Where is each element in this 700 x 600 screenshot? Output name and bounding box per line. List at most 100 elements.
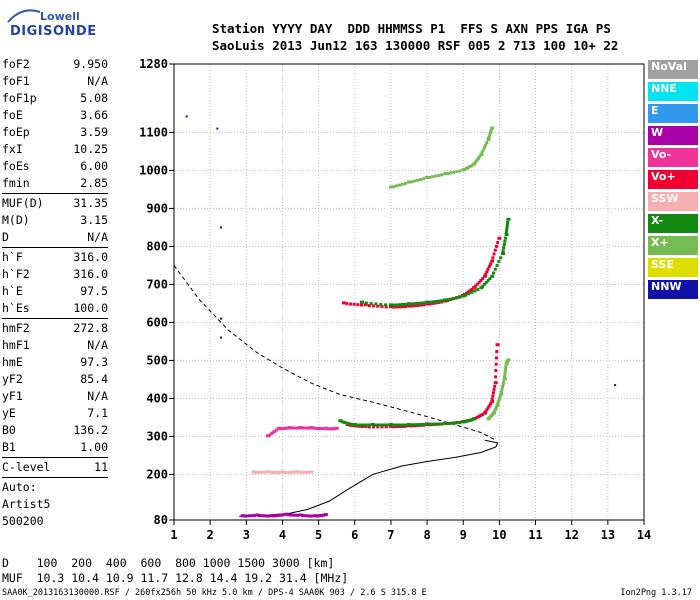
echo-point: [422, 303, 426, 307]
echo-point: [267, 514, 271, 518]
echo-point: [293, 513, 297, 517]
parameter-panel: foF2 9.950 foF1 N/A foF1p 5.08 foE 3.66 foEp 3.59…: [2, 56, 108, 530]
y-tick-label: 800: [146, 239, 168, 253]
density-profile-dashed: [173, 265, 497, 441]
echo-point: [466, 290, 470, 294]
echo-point: [379, 423, 383, 427]
echo-point: [449, 171, 453, 175]
echo-point: [394, 425, 398, 429]
param-row: yF1 N/A: [2, 388, 108, 405]
param-row: foF1 N/A: [2, 73, 108, 90]
echo-point: [437, 422, 441, 426]
echo-point: [407, 302, 411, 306]
echo-point: [274, 514, 278, 518]
echo-point: [318, 514, 322, 518]
echo-point: [437, 299, 441, 303]
echo-point: [502, 380, 506, 384]
param-value: 97.3: [80, 355, 108, 369]
echo-point: [320, 513, 324, 517]
param-key: h`F2: [2, 267, 30, 281]
echo-point: [347, 422, 351, 426]
y-tick-label: 1000: [139, 163, 168, 177]
echo-point: [296, 513, 300, 517]
echo-point: [309, 426, 314, 430]
echo-point: [356, 303, 360, 307]
echo-point: [494, 375, 498, 379]
echo-point: [397, 305, 401, 309]
param-key: yF1: [2, 389, 23, 403]
x-tick-label: 13: [601, 528, 615, 542]
echo-point: [285, 426, 289, 430]
param-key: hmE: [2, 355, 23, 369]
echo-point: [304, 470, 308, 474]
echo-point: [484, 410, 488, 414]
echo-point: [300, 514, 304, 518]
echo-point: [434, 174, 438, 178]
echo-point: [488, 130, 492, 134]
echo-point: [294, 426, 298, 430]
param-row: h`F2 316.0: [2, 266, 108, 283]
echo-point: [407, 423, 411, 426]
echo-point: [297, 470, 301, 474]
footer-distance-row: D 100 200 400 600 800 1000 1500 3000 [km…: [2, 556, 335, 570]
x-tick-label: 10: [492, 528, 506, 542]
legend-item-e: E: [648, 104, 698, 123]
echo-point: [305, 514, 309, 518]
param-key: foEs: [2, 159, 30, 173]
echo-point: [502, 246, 506, 250]
echo-point: [276, 513, 280, 517]
echo-point: [272, 514, 276, 518]
echo-point: [477, 414, 481, 418]
echo-point: [446, 172, 450, 176]
param-value: 2.85: [80, 176, 108, 190]
echo-point: [425, 176, 430, 179]
echo-point: [286, 513, 290, 517]
echo-point: [497, 236, 502, 240]
echo-point: [257, 514, 261, 518]
echo-point: [316, 426, 320, 430]
echo-point: [284, 512, 289, 516]
echo-point: [291, 426, 295, 430]
echo-point: [452, 296, 456, 300]
echo-point: [403, 302, 407, 306]
echo-point: [468, 289, 472, 293]
echo-point: [358, 423, 362, 427]
echo-point: [437, 173, 441, 177]
legend-item-w: W: [648, 126, 698, 145]
echo-point: [486, 279, 490, 283]
echo-point: [253, 470, 257, 474]
echo-point: [413, 179, 417, 183]
echo-point: [422, 301, 426, 305]
echo-point: [388, 185, 393, 189]
echo-point: [434, 300, 438, 303]
echo-point: [449, 297, 453, 301]
echo-point: [282, 426, 286, 430]
echo-point: [410, 302, 414, 306]
param-key: foEp: [2, 125, 30, 139]
echo-point: [302, 426, 306, 430]
echo-point: [293, 426, 297, 430]
echo-point: [475, 158, 479, 162]
echo-point: [303, 514, 307, 518]
echo-point: [461, 294, 466, 298]
echo-point: [287, 470, 291, 474]
param-key: C-level: [2, 460, 51, 474]
echo-point: [391, 425, 395, 429]
echo-point: [348, 423, 352, 427]
echo-point: [363, 303, 368, 307]
echo-point: [373, 423, 377, 427]
echo-point: [308, 514, 312, 518]
echo-point: [468, 165, 472, 169]
echo-point: [329, 427, 333, 431]
echo-point: [487, 134, 491, 138]
echo-point: [278, 427, 282, 431]
echo-point: [497, 398, 501, 402]
echo-point: [391, 303, 395, 307]
echo-point: [400, 423, 404, 427]
echo-point: [458, 295, 462, 299]
echo-point: [463, 420, 467, 424]
echo-point: [281, 513, 285, 517]
legend-item-x-: X+: [648, 236, 698, 255]
echo-point: [216, 127, 219, 130]
